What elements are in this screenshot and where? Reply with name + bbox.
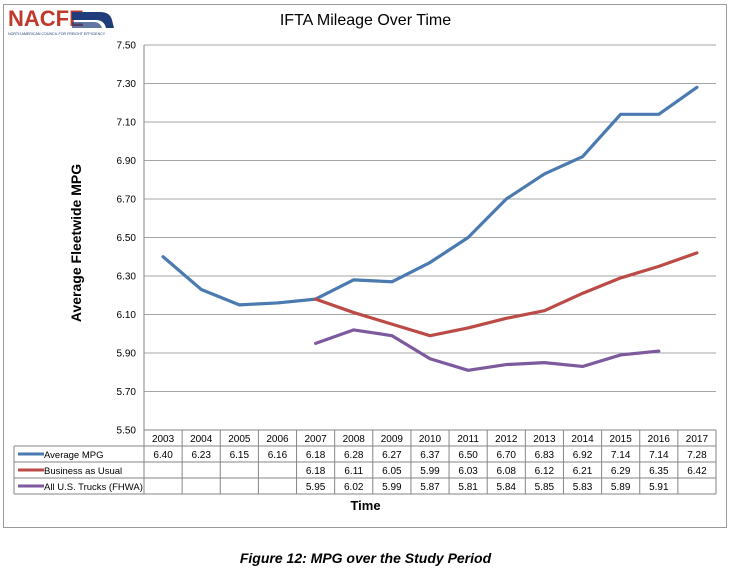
x-tick-label: 2014 xyxy=(571,434,594,445)
data-label: 6.12 xyxy=(535,466,555,477)
data-label: 5.95 xyxy=(306,482,326,493)
data-label: 6.16 xyxy=(268,450,288,461)
data-label: 5.87 xyxy=(420,482,440,493)
data-label: 6.42 xyxy=(687,466,707,477)
data-label: 5.83 xyxy=(573,482,593,493)
data-label: 5.85 xyxy=(535,482,555,493)
x-tick-label: 2003 xyxy=(152,434,175,445)
data-label: 6.18 xyxy=(306,466,326,477)
y-tick-label: 5.90 xyxy=(117,349,137,360)
truck-swoosh-icon xyxy=(72,12,114,28)
data-label: 5.99 xyxy=(420,466,440,477)
x-tick-label: 2011 xyxy=(457,434,479,445)
chart-frame xyxy=(3,4,727,528)
data-label: 6.29 xyxy=(611,466,631,477)
x-tick-label: 2012 xyxy=(495,434,518,445)
data-label: 6.70 xyxy=(497,450,517,461)
x-tick-label: 2004 xyxy=(190,434,213,445)
y-tick-label: 5.70 xyxy=(117,387,137,398)
data-label: 5.91 xyxy=(649,482,669,493)
data-label: 6.40 xyxy=(153,450,173,461)
x-tick-label: 2010 xyxy=(419,434,442,445)
data-label: 6.37 xyxy=(420,450,440,461)
data-label: 6.50 xyxy=(458,450,478,461)
data-label: 6.02 xyxy=(344,482,364,493)
data-label: 6.27 xyxy=(382,450,402,461)
y-tick-label: 6.30 xyxy=(117,272,137,283)
y-tick-label: 6.10 xyxy=(117,310,137,321)
data-label: 6.11 xyxy=(344,466,363,477)
y-tick-label: 6.90 xyxy=(117,156,137,167)
data-label: 6.15 xyxy=(230,450,250,461)
data-label: 6.08 xyxy=(497,466,517,477)
data-label: 6.83 xyxy=(535,450,555,461)
data-label: 6.05 xyxy=(382,466,402,477)
data-label: 7.14 xyxy=(649,450,669,461)
data-label: 6.35 xyxy=(649,466,669,477)
series-line xyxy=(314,251,699,338)
x-tick-label: 2013 xyxy=(533,434,556,445)
data-label: 6.28 xyxy=(344,450,364,461)
x-axis-label: Time xyxy=(350,498,381,513)
logo-text: NACFE xyxy=(8,6,84,31)
x-tick-label: 2015 xyxy=(610,434,633,445)
x-tick-label: 2017 xyxy=(686,434,709,445)
y-tick-label: 5.50 xyxy=(117,426,137,437)
figure-caption: Figure 12: MPG over the Study Period xyxy=(239,550,492,566)
x-tick-label: 2006 xyxy=(266,434,289,445)
data-label: 6.23 xyxy=(191,450,211,461)
y-tick-label: 7.10 xyxy=(117,118,137,129)
data-label: 7.28 xyxy=(687,450,707,461)
y-tick-label: 6.50 xyxy=(117,233,137,244)
legend-entry: All U.S. Trucks (FHWA) xyxy=(44,482,143,493)
chart-title: IFTA Mileage Over Time xyxy=(279,12,452,29)
data-label: 7.14 xyxy=(611,450,631,461)
x-tick-label: 2007 xyxy=(304,434,327,445)
y-tick-label: 7.30 xyxy=(117,79,137,90)
data-label: 6.18 xyxy=(306,450,326,461)
logo-subtitle: NORTH AMERICAN COUNCIL FOR FREIGHT EFFIC… xyxy=(8,32,106,36)
data-label: 5.81 xyxy=(458,482,478,493)
data-label: 5.89 xyxy=(611,482,631,493)
data-label: 5.84 xyxy=(497,482,517,493)
x-tick-label: 2005 xyxy=(228,434,251,445)
legend-entry: Average MPG xyxy=(44,450,104,461)
x-tick-label: 2009 xyxy=(381,434,404,445)
legend-entry: Business as Usual xyxy=(44,466,122,477)
data-label: 6.03 xyxy=(458,466,478,477)
series-line xyxy=(314,328,661,372)
x-tick-label: 2008 xyxy=(343,434,366,445)
y-tick-label: 7.50 xyxy=(117,41,137,52)
nacfe-logo: NACFE NORTH AMERICAN COUNCIL FOR FREIGHT… xyxy=(8,6,114,38)
data-label: 6.21 xyxy=(573,466,593,477)
y-tick-label: 6.70 xyxy=(117,195,137,206)
data-label: 6.92 xyxy=(573,450,593,461)
data-label: 5.99 xyxy=(382,482,402,493)
series-line xyxy=(161,85,699,307)
x-tick-label: 2016 xyxy=(648,434,671,445)
